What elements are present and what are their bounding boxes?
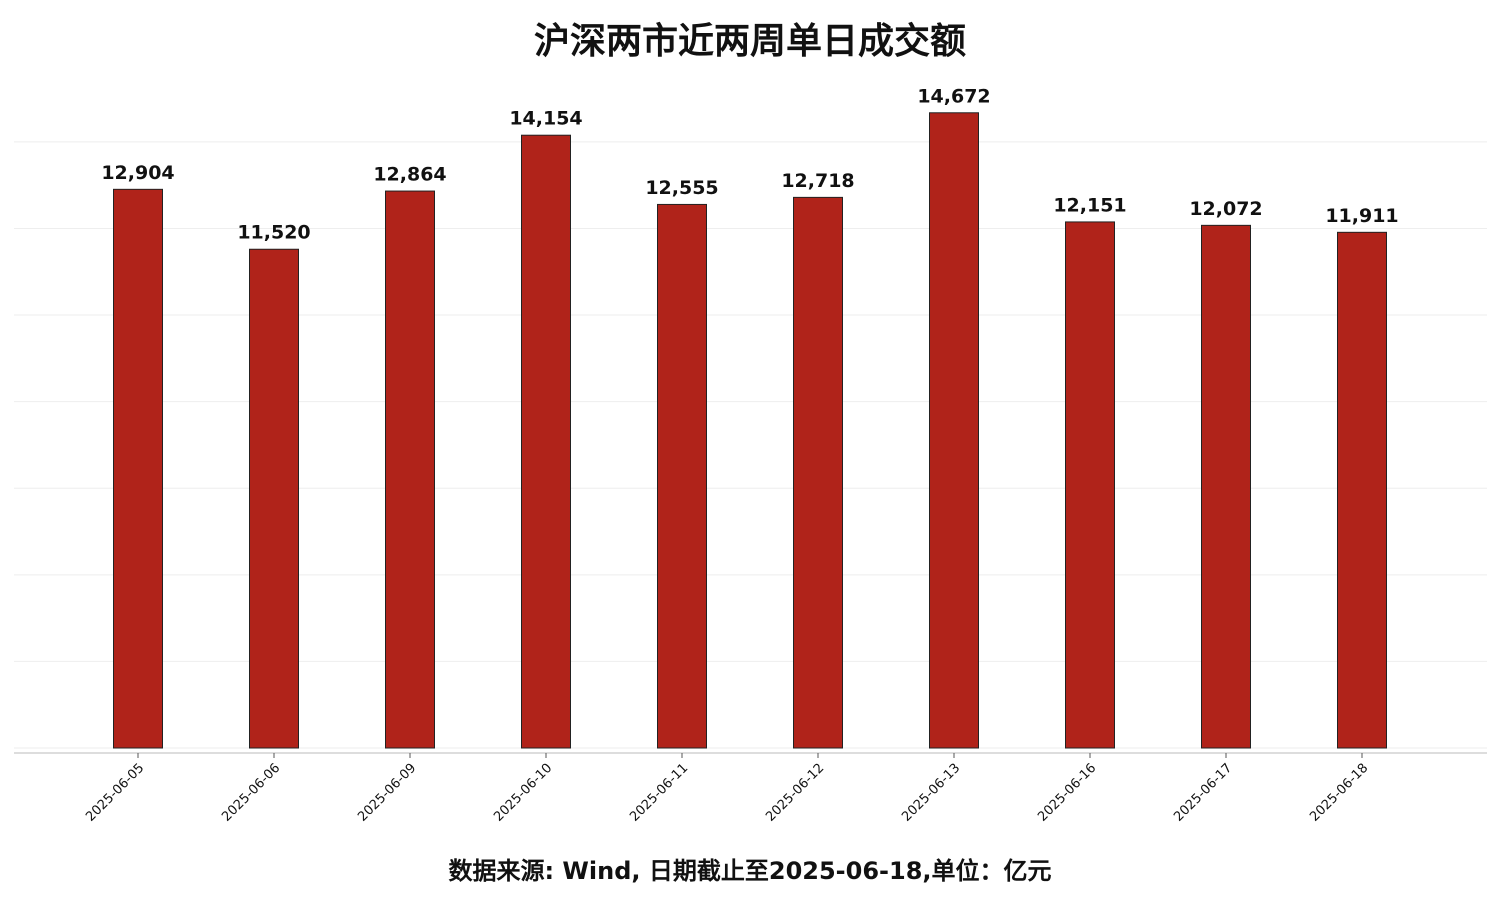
bar <box>113 188 163 749</box>
x-tick-label: 2025-06-18 <box>1307 761 1371 825</box>
value-label: 12,072 <box>1189 198 1262 220</box>
x-tick-label: 2025-06-06 <box>219 761 283 825</box>
value-label: 11,911 <box>1325 205 1398 227</box>
bar <box>249 248 299 749</box>
x-tick-label: 2025-06-13 <box>899 761 963 825</box>
bar <box>793 196 843 749</box>
bar <box>1337 231 1387 749</box>
value-label: 12,904 <box>101 162 174 184</box>
value-label: 14,154 <box>509 108 582 130</box>
x-tick-label: 2025-06-09 <box>355 761 419 825</box>
bar <box>657 203 707 749</box>
x-tick-label: 2025-06-11 <box>627 761 691 825</box>
x-tick-label: 2025-06-05 <box>83 761 147 825</box>
value-label: 12,151 <box>1053 194 1126 216</box>
value-label: 12,864 <box>373 164 446 186</box>
x-tick-label: 2025-06-10 <box>491 761 555 825</box>
value-label: 14,672 <box>917 85 990 107</box>
chart-title: 沪深两市近两周单日成交额 <box>534 20 966 62</box>
value-label: 12,555 <box>645 177 718 199</box>
value-label: 12,718 <box>781 170 854 192</box>
value-label: 11,520 <box>237 222 310 244</box>
bar <box>1065 221 1115 749</box>
x-tick-label: 2025-06-17 <box>1171 761 1235 825</box>
bar <box>929 112 979 749</box>
bar <box>385 190 435 749</box>
bar <box>521 134 571 749</box>
x-tick-label: 2025-06-12 <box>763 761 827 825</box>
x-tick-label: 2025-06-16 <box>1035 761 1099 825</box>
bar <box>1201 224 1251 749</box>
source-note: 数据来源: Wind, 日期截止至2025-06-18,单位：亿元 <box>448 857 1051 885</box>
